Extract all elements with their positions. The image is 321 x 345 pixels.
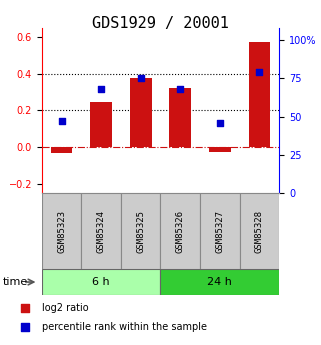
Point: [22, 324, 27, 330]
FancyBboxPatch shape: [160, 193, 200, 269]
Point: [257, 69, 262, 75]
FancyBboxPatch shape: [160, 269, 279, 295]
Text: GSM85325: GSM85325: [136, 210, 145, 253]
Point: [22, 305, 27, 310]
Text: GSM85324: GSM85324: [97, 210, 106, 253]
Text: percentile rank within the sample: percentile rank within the sample: [42, 322, 207, 332]
Text: GSM85328: GSM85328: [255, 210, 264, 253]
Point: [178, 86, 183, 92]
FancyBboxPatch shape: [42, 269, 160, 295]
Point: [217, 120, 222, 126]
FancyBboxPatch shape: [121, 193, 160, 269]
Text: GSM85326: GSM85326: [176, 210, 185, 253]
Text: log2 ratio: log2 ratio: [42, 303, 89, 313]
Text: GSM85323: GSM85323: [57, 210, 66, 253]
Bar: [90, 102, 112, 147]
Point: [59, 118, 64, 124]
Bar: [169, 88, 191, 147]
Text: 24 h: 24 h: [207, 277, 232, 287]
Text: GDS1929 / 20001: GDS1929 / 20001: [92, 16, 229, 30]
FancyBboxPatch shape: [42, 193, 81, 269]
FancyBboxPatch shape: [81, 193, 121, 269]
Point: [99, 86, 104, 92]
Bar: [51, 147, 73, 153]
Bar: [130, 78, 152, 147]
Text: 6 h: 6 h: [92, 277, 110, 287]
FancyBboxPatch shape: [240, 193, 279, 269]
Bar: [209, 147, 231, 152]
Bar: [248, 42, 270, 147]
Text: time: time: [3, 277, 29, 287]
Text: GSM85327: GSM85327: [215, 210, 224, 253]
FancyBboxPatch shape: [200, 193, 240, 269]
Point: [138, 76, 143, 81]
